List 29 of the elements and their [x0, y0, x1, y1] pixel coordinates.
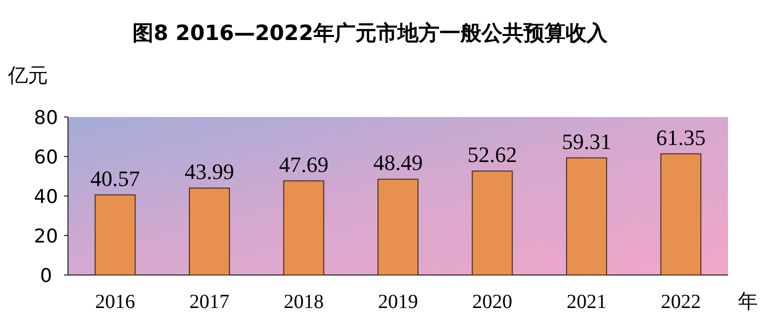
chart-title: 图8 2016—2022年广元市地方一般公共预算收入	[132, 21, 608, 45]
bar	[378, 178, 418, 276]
y-tick-label: 0	[40, 265, 52, 287]
x-tick-label: 2019	[378, 291, 418, 313]
x-tick-label: 2018	[284, 291, 324, 313]
data-label: 59.31	[562, 128, 612, 154]
x-axis-title: 年	[738, 289, 758, 313]
bar	[94, 194, 136, 276]
y-tick-label: 60	[34, 146, 58, 168]
x-tick-label: 2016	[95, 291, 136, 313]
data-label: 40.57	[90, 166, 140, 191]
y-tick-label: 40	[34, 186, 58, 208]
y-axis-title: 亿元	[7, 63, 48, 87]
y-tick-label: 20	[34, 226, 58, 248]
data-label: 52.62	[468, 142, 518, 168]
bar	[660, 153, 702, 276]
bar	[283, 180, 324, 276]
bar	[188, 188, 230, 276]
x-tick-label: 2017	[189, 291, 230, 313]
data-label: 47.69	[278, 152, 328, 177]
data-label: 61.35	[656, 124, 706, 150]
y-tick-label: 80	[34, 107, 58, 129]
bar	[566, 157, 608, 276]
x-tick-label: 2022	[660, 291, 701, 313]
data-label: 43.99	[184, 159, 234, 184]
bar	[472, 170, 513, 276]
x-tick-label: 2020	[472, 291, 512, 313]
data-label: 48.49	[373, 150, 423, 176]
x-tick-label: 2021	[566, 291, 607, 313]
